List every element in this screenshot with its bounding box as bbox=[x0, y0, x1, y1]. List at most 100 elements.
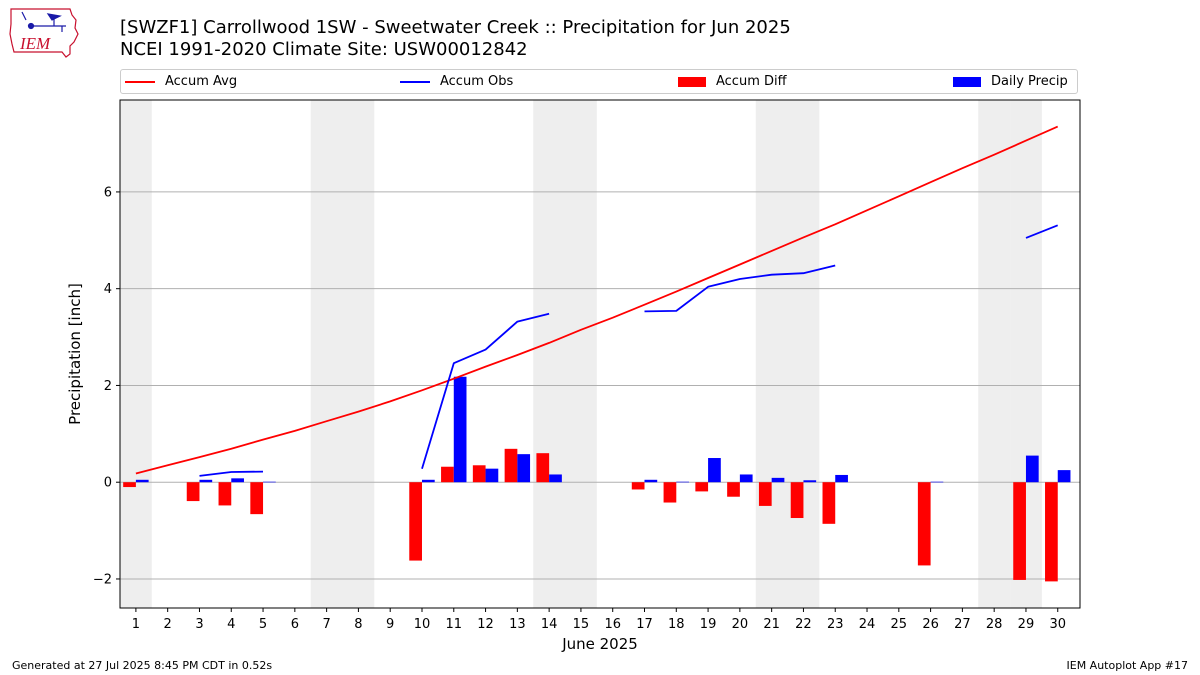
y-tick-label: 4 bbox=[104, 282, 112, 297]
bar-accum-diff-day-11 bbox=[441, 466, 454, 483]
x-tick-label: 18 bbox=[668, 617, 685, 632]
bar-daily-precip-day-4 bbox=[231, 478, 244, 483]
weekend-shade-day-8 bbox=[342, 100, 375, 608]
x-tick-label: 14 bbox=[541, 617, 558, 632]
bar-daily-precip-day-1 bbox=[135, 479, 149, 483]
weekend-shade-day-15 bbox=[565, 100, 597, 608]
line-accum-obs bbox=[644, 264, 836, 313]
x-tick-label: 26 bbox=[922, 617, 939, 632]
bar-accum-diff-day-29 bbox=[1013, 482, 1026, 580]
legend-swatch-accum-diff bbox=[678, 76, 706, 87]
bar-daily-precip-day-5 bbox=[263, 481, 276, 483]
x-tick-label: 5 bbox=[259, 617, 267, 632]
x-tick-label: 10 bbox=[414, 617, 431, 632]
bar-daily-precip-day-20 bbox=[739, 474, 753, 483]
x-tick-label: 22 bbox=[795, 617, 812, 632]
x-tick-label: 2 bbox=[164, 617, 172, 632]
bar-daily-precip-day-29 bbox=[1025, 455, 1039, 483]
bar-accum-diff-day-3 bbox=[186, 482, 200, 502]
bar-daily-precip-day-14 bbox=[549, 474, 562, 483]
y-tick-label: −2 bbox=[93, 572, 112, 587]
bar-daily-precip-day-12 bbox=[485, 468, 499, 483]
x-tick-label: 17 bbox=[636, 617, 653, 632]
weekend-shade-day-22 bbox=[787, 100, 820, 608]
weekend-shade-day-21 bbox=[755, 100, 788, 608]
bar-daily-precip-day-30 bbox=[1057, 470, 1071, 483]
x-tick-label: 25 bbox=[891, 617, 908, 632]
x-tick-label: 7 bbox=[322, 617, 330, 632]
bar-daily-precip-day-23 bbox=[835, 474, 848, 483]
weekend-shade-day-1 bbox=[120, 100, 152, 608]
legend-item-accum-avg: Accum Avg bbox=[125, 70, 237, 93]
bar-accum-diff-day-18 bbox=[663, 482, 677, 503]
footer-app-text: IEM Autoplot App #17 bbox=[1066, 659, 1189, 672]
x-tick-label: 16 bbox=[604, 617, 621, 632]
bar-accum-diff-day-30 bbox=[1045, 482, 1058, 582]
x-tick-label: 21 bbox=[763, 617, 780, 632]
x-tick-label: 1 bbox=[132, 617, 140, 632]
bar-daily-precip-day-10 bbox=[421, 479, 435, 483]
bar-accum-diff-day-4 bbox=[218, 482, 232, 506]
line-accum-obs bbox=[421, 312, 550, 469]
x-tick-label: 9 bbox=[386, 617, 394, 632]
line-accum-obs bbox=[199, 470, 264, 477]
y-axis-label: Precipitation [inch] bbox=[66, 283, 84, 425]
x-tick-label: 13 bbox=[509, 617, 526, 632]
y-tick-label: 6 bbox=[104, 185, 112, 200]
bar-accum-diff-day-5 bbox=[250, 482, 264, 515]
legend-label-daily-precip: Daily Precip bbox=[991, 74, 1068, 89]
legend-label-accum-obs: Accum Obs bbox=[440, 74, 514, 89]
x-tick-label: 19 bbox=[700, 617, 717, 632]
weekend-shade-day-28 bbox=[978, 100, 1011, 608]
x-tick-label: 23 bbox=[827, 617, 844, 632]
x-tick-label: 4 bbox=[227, 617, 235, 632]
bar-daily-precip-day-21 bbox=[771, 477, 785, 483]
line-accum-obs bbox=[1025, 224, 1059, 239]
weather-station-icon bbox=[21, 11, 66, 32]
plot-frame bbox=[119, 99, 1081, 609]
legend-label-accum-diff: Accum Diff bbox=[716, 74, 787, 89]
bar-accum-diff-day-14 bbox=[536, 453, 550, 483]
chart-subtitle: NCEI 1991-2020 Climate Site: USW00012842 bbox=[120, 39, 528, 60]
bar-accum-diff-day-22 bbox=[790, 482, 804, 519]
footer-generated-text: Generated at 27 Jul 2025 8:45 PM CDT in … bbox=[12, 659, 273, 672]
x-tick-label: 15 bbox=[573, 617, 590, 632]
x-tick-label: 20 bbox=[732, 617, 749, 632]
chart-legend: Accum Avg Accum Obs Accum Diff Daily Pre… bbox=[120, 69, 1078, 94]
x-tick-label: 30 bbox=[1049, 617, 1066, 632]
bar-daily-precip-day-11 bbox=[453, 376, 467, 483]
line-accum-avg bbox=[135, 125, 1059, 475]
y-tick-label: 2 bbox=[104, 379, 112, 394]
bar-accum-diff-day-21 bbox=[758, 482, 772, 506]
bar-accum-diff-day-17 bbox=[631, 482, 645, 490]
iowa-outline-shape bbox=[9, 8, 79, 58]
x-tick-label: 24 bbox=[859, 617, 876, 632]
bar-accum-diff-day-13 bbox=[504, 448, 518, 483]
chart-title: [SWZF1] Carrollwood 1SW - Sweetwater Cre… bbox=[120, 17, 791, 38]
x-axis-label: June 2025 bbox=[561, 635, 638, 653]
grid-layer bbox=[120, 191, 1080, 580]
bar-daily-precip-day-22 bbox=[803, 480, 817, 483]
bar-daily-precip-day-17 bbox=[644, 479, 658, 483]
bar-daily-precip-day-18 bbox=[676, 481, 690, 483]
x-tick-label: 29 bbox=[1018, 617, 1035, 632]
weekend-shading-layer bbox=[120, 100, 1042, 608]
legend-item-accum-diff: Accum Diff bbox=[678, 70, 787, 93]
bar-accum-diff-day-19 bbox=[695, 482, 709, 492]
legend-swatch-daily-precip bbox=[953, 76, 981, 87]
weekend-shade-day-14 bbox=[533, 100, 566, 608]
y-tick-label: 0 bbox=[104, 476, 112, 491]
x-tick-label: 3 bbox=[195, 617, 203, 632]
bar-daily-precip-day-19 bbox=[708, 458, 721, 483]
iem-logo: IEM bbox=[9, 8, 79, 58]
legend-item-accum-obs: Accum Obs bbox=[400, 70, 513, 93]
legend-swatch-accum-avg bbox=[125, 80, 155, 83]
bars-layer bbox=[123, 376, 1071, 582]
bar-accum-diff-day-26 bbox=[917, 482, 931, 566]
x-tick-label: 6 bbox=[291, 617, 299, 632]
iem-logo-text: IEM bbox=[19, 34, 51, 53]
x-tick-label: 27 bbox=[954, 617, 971, 632]
bar-daily-precip-day-26 bbox=[930, 481, 944, 483]
